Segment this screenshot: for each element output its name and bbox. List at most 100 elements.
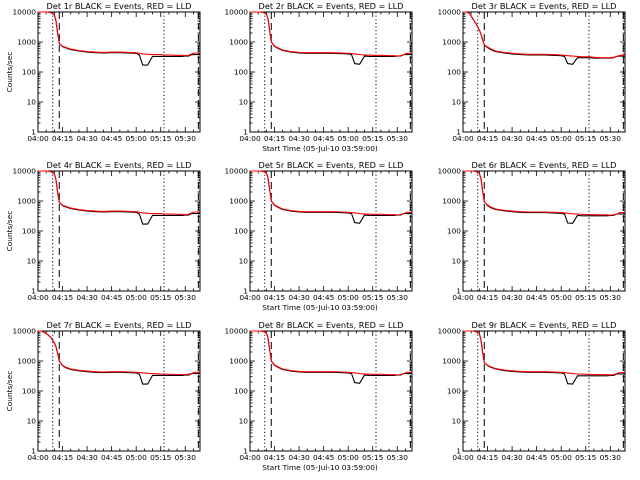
y-tick-label: 1 (243, 447, 248, 456)
y-tick-label: 10 (239, 257, 249, 266)
y-tick-label: 1000 (442, 357, 461, 366)
y-tick-label: 1000 (229, 197, 248, 206)
x-tick-label: 04:30 (288, 293, 310, 302)
x-tick-label: 05:15 (575, 453, 597, 462)
x-tick-label: 05:15 (150, 134, 172, 143)
y-tick-label: 10000 (224, 8, 248, 17)
plot-frame (37, 330, 201, 452)
series-line-lld (38, 330, 200, 376)
panel-det-8r: Det 8r BLACK = Events, RED = LLD 1 10 100 10… (224, 320, 413, 462)
x-tick-label: 04:45 (313, 134, 335, 143)
x-tick-label: 05:00 (338, 134, 360, 143)
panel-det-6r: Det 6r BLACK = Events, RED = LLD 1 10 100 10… (437, 160, 626, 302)
panel-title: Det 3r BLACK = Events, RED = LLD (472, 1, 617, 11)
panel-title: Det 6r BLACK = Events, RED = LLD (472, 160, 617, 170)
x-tick-label: 05:00 (551, 134, 573, 143)
series-line-lld (463, 11, 625, 59)
plot-frame (37, 11, 201, 133)
x-tick-label: 04:30 (288, 134, 310, 143)
y-tick-label: 10000 (224, 167, 248, 176)
x-tick-label: 05:00 (126, 134, 148, 143)
x-tick-label: 05:15 (575, 293, 597, 302)
panel-det-9r: Det 9r BLACK = Events, RED = LLD 1 10 100 10… (437, 320, 626, 462)
x-tick-label: 04:30 (501, 134, 523, 143)
y-tick-label: 1 (31, 447, 36, 456)
plot-frame (462, 330, 626, 452)
panel-title: Det 1r BLACK = Events, RED = LLD (47, 1, 192, 11)
y-tick-label: 1 (456, 128, 461, 137)
series-line-events (38, 330, 200, 385)
y-tick-label: 1 (31, 128, 36, 137)
y-tick-label: 10000 (224, 327, 248, 336)
y-tick-label: 1000 (229, 357, 248, 366)
x-tick-label: 04:00 (452, 134, 474, 143)
y-tick-label: 10 (452, 98, 462, 107)
y-tick-label: 10 (452, 417, 462, 426)
series-line-events (38, 170, 200, 225)
y-tick-label: 10000 (12, 327, 36, 336)
y-tick-label: 100 (234, 68, 248, 77)
x-tick-label: 05:00 (338, 293, 360, 302)
panel-title: Det 7r BLACK = Events, RED = LLD (47, 320, 192, 330)
y-tick-label: 1000 (17, 38, 36, 47)
y-tick-label: 1 (456, 287, 461, 296)
x-tick-label: 05:30 (600, 453, 622, 462)
x-tick-label: 04:15 (264, 293, 286, 302)
x-tick-label: 04:00 (452, 293, 474, 302)
panel-title: Det 5r BLACK = Events, RED = LLD (259, 160, 404, 170)
y-tick-label: 10 (452, 257, 462, 266)
x-tick-label: 04:00 (239, 293, 261, 302)
series-line-events (463, 170, 625, 224)
x-tick-label: 05:30 (600, 134, 622, 143)
y-tick-label: 1000 (442, 197, 461, 206)
x-tick-label: 05:15 (150, 453, 172, 462)
panel-title: Det 4r BLACK = Events, RED = LLD (47, 160, 192, 170)
panel-det-7r: Det 7r BLACK = Events, RED = LLD 1 10 100 10… (5, 320, 201, 462)
x-tick-label: 04:00 (27, 134, 49, 143)
y-tick-label: 10000 (12, 8, 36, 17)
series-line-lld (250, 330, 412, 376)
y-tick-label: 1000 (229, 38, 248, 47)
plot-frame (462, 170, 626, 292)
x-tick-label: 04:00 (239, 453, 261, 462)
y-tick-label: 1 (31, 287, 36, 296)
y-axis-label: Counts/sec (5, 52, 14, 93)
x-tick-label: 05:30 (387, 134, 409, 143)
y-tick-label: 10 (239, 98, 249, 107)
x-tick-label: 05:00 (126, 453, 148, 462)
y-tick-label: 1000 (17, 357, 36, 366)
x-tick-label: 04:45 (526, 293, 548, 302)
series-line-events (38, 11, 200, 66)
y-tick-label: 100 (22, 387, 36, 396)
x-tick-label: 04:45 (101, 134, 123, 143)
plot-frame (462, 11, 626, 133)
x-tick-label: 04:15 (52, 293, 74, 302)
y-tick-label: 100 (447, 227, 461, 236)
y-tick-label: 1 (243, 287, 248, 296)
x-tick-label: 04:30 (76, 293, 98, 302)
x-tick-label: 05:30 (387, 293, 409, 302)
plot-frame (249, 330, 413, 452)
series-line-lld (38, 170, 200, 216)
x-axis-label: Start Time (05-Jul-10 03:59:00) (262, 144, 378, 153)
x-tick-label: 05:15 (362, 134, 384, 143)
panel-title: Det 8r BLACK = Events, RED = LLD (259, 320, 404, 330)
y-tick-label: 1000 (442, 38, 461, 47)
series-line-lld (463, 330, 625, 376)
panel-det-2r: Det 2r BLACK = Events, RED = LLD 1 10 100 10… (224, 1, 413, 143)
x-tick-label: 05:15 (362, 293, 384, 302)
x-tick-label: 04:00 (452, 453, 474, 462)
y-tick-label: 10000 (437, 167, 461, 176)
y-tick-label: 1 (243, 128, 248, 137)
x-tick-label: 04:15 (477, 453, 499, 462)
plot-frame (249, 170, 413, 292)
y-tick-label: 100 (22, 68, 36, 77)
series-line-lld (250, 170, 412, 216)
x-axis-label: Start Time (05-Jul-10 03:59:00) (262, 463, 378, 472)
x-tick-label: 04:45 (313, 453, 335, 462)
series-line-events (463, 330, 625, 385)
panel-det-5r: Det 5r BLACK = Events, RED = LLD 1 10 100 10… (224, 160, 413, 302)
y-tick-label: 100 (234, 387, 248, 396)
x-tick-label: 05:30 (600, 293, 622, 302)
